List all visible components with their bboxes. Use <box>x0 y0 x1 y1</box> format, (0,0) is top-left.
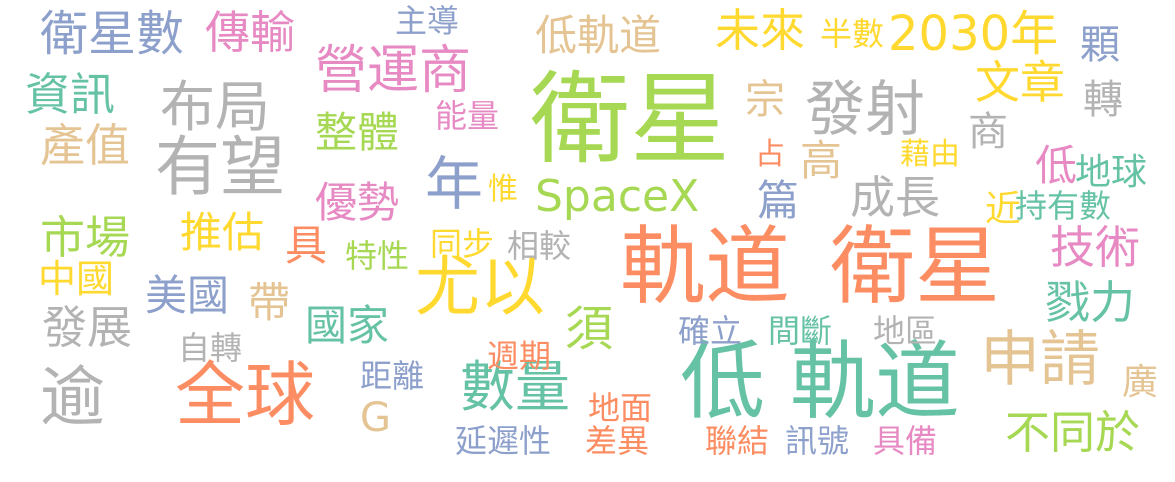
word-shichang: 市場 <box>40 211 131 264</box>
word-jieyou: 藉由 <box>900 137 960 172</box>
word-yanchixing: 延遲性 <box>455 422 552 460</box>
word-chanzhi: 產值 <box>40 119 131 172</box>
word-chengzhang: 成長 <box>850 171 941 224</box>
word-tuigu: 推估 <box>180 208 265 257</box>
word-dimian: 地面 <box>588 389 653 427</box>
word-tongbu: 同步 <box>430 225 495 263</box>
word-xunhao: 訊號 <box>785 422 850 460</box>
word-ju: 具 <box>285 221 328 270</box>
word-g: G <box>360 395 391 441</box>
word-fazhan: 發展 <box>42 301 133 354</box>
word-guang: 廣 <box>1122 362 1159 403</box>
word-yu: 逾 <box>40 360 106 435</box>
word-youwang: 有望 <box>155 130 286 205</box>
word-quanqiu: 全球 <box>175 354 315 436</box>
word-ke: 顆 <box>1080 22 1120 68</box>
word-fashe: 發射 <box>805 75 925 145</box>
word-guidao-1: 軌道 <box>620 218 791 317</box>
word-nian: 年 <box>425 150 484 218</box>
word-weixing-large: 衛星 <box>530 61 730 178</box>
word-guojia: 國家 <box>305 301 390 350</box>
word-zixun: 資訊 <box>25 68 116 121</box>
word-weixing-2: 衛星 <box>830 218 1001 317</box>
word-2030: 2030年 <box>888 6 1059 62</box>
word-shang: 商 <box>968 109 1008 155</box>
word-diqiu: 地球 <box>1075 152 1148 193</box>
word-jubei: 具備 <box>873 422 938 460</box>
word-yingyunshang: 營運商 <box>315 41 472 101</box>
word-xiangjiao: 相較 <box>507 227 572 265</box>
word-zizhuan: 自轉 <box>178 329 243 367</box>
word-zhengti: 整體 <box>315 108 400 157</box>
word-banshu: 半數 <box>820 15 885 53</box>
word-luli: 戮力 <box>1045 276 1136 329</box>
word-queli: 確立 <box>678 312 743 350</box>
word-zhongguo: 中國 <box>38 257 115 301</box>
word-spacex: SpaceX <box>535 171 700 222</box>
word-chayi: 差異 <box>585 422 650 460</box>
word-wei: 惟 <box>488 172 518 207</box>
word-jianduan: 間斷 <box>768 312 833 350</box>
word-diguidao: 低軌道 <box>535 11 662 60</box>
word-gao: 高 <box>800 136 843 185</box>
word-wenzhang: 文章 <box>975 56 1066 109</box>
word-guidao-2: 軌道 <box>790 333 961 432</box>
word-zhudao: 主導 <box>395 2 460 40</box>
word-texing: 特性 <box>345 237 410 275</box>
word-di-large: 低 <box>680 333 766 432</box>
word-chuanshu: 傳輸 <box>205 6 296 59</box>
word-pian: 篇 <box>757 176 800 225</box>
word-weixingshu: 衛星數 <box>40 6 185 62</box>
word-di-small: 低 <box>1035 141 1078 190</box>
word-butongyu: 不同於 <box>1005 406 1141 459</box>
word-zong: 宗 <box>745 77 785 123</box>
word-dai: 帶 <box>248 278 291 327</box>
word-shenqing: 申請 <box>980 325 1100 395</box>
word-lianjie: 聯結 <box>705 422 770 460</box>
word-meiguo: 美國 <box>145 271 230 320</box>
word-zhouqi: 週期 <box>487 337 552 375</box>
word-zhan: 占 <box>755 137 785 172</box>
word-chiyoushu: 持有數 <box>1015 187 1112 225</box>
word-xu: 須 <box>565 301 614 357</box>
word-nengliang: 能量 <box>435 97 500 135</box>
word-juli: 距離 <box>360 357 425 395</box>
word-jishu: 技術 <box>1050 221 1141 274</box>
word-jin: 近 <box>985 189 1022 230</box>
word-youyi: 尤以 <box>415 250 546 325</box>
word-diqu: 地區 <box>873 312 938 350</box>
word-youshi: 優勢 <box>315 178 400 227</box>
word-shuliang: 數量 <box>460 355 571 419</box>
word-zhuan: 轉 <box>1083 77 1123 123</box>
word-weilai: 未來 <box>715 4 806 57</box>
word-buju: 布局 <box>160 75 271 139</box>
